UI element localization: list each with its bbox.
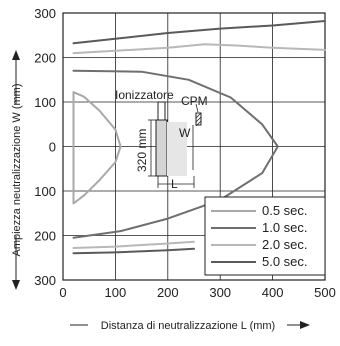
y-tick-label: 100 — [34, 95, 56, 110]
cpm-hatch-1 — [195, 112, 202, 119]
x-tick-label: 400 — [262, 285, 284, 300]
ionizer-bar — [155, 119, 168, 177]
height-label: 320 mm — [135, 129, 149, 172]
series-layer — [72, 20, 326, 255]
y-tick-label: 100 — [34, 184, 56, 199]
y-tick-label: 300 — [34, 273, 56, 288]
x-tick-label: 100 — [105, 285, 127, 300]
x-axis-title: Distanza di neutralizzazione L (mm) — [101, 320, 275, 332]
series-line-5 — [72, 247, 195, 255]
y-tick-label: 0 — [49, 140, 56, 155]
discharge-area — [167, 122, 187, 176]
x-tick-label: 500 — [314, 285, 336, 300]
y-tick-label: 200 — [34, 229, 56, 244]
x-tick-label: 300 — [209, 285, 231, 300]
w-label: W — [179, 126, 191, 140]
ionizer-label: Ionizzatore — [115, 88, 174, 102]
series-line-3 — [72, 240, 195, 249]
legend-label-3: 5.0 sec. — [262, 254, 308, 269]
x-tick-label: 0 — [59, 285, 66, 300]
ionizer-body — [157, 101, 166, 121]
series-line-1 — [72, 69, 279, 239]
x-axis-title-group: Distanza di neutralizzazione L (mm) — [70, 320, 310, 332]
tick-layer: 0 100 200 300 400 500 300 200 100 0 100 200 300 — [34, 6, 336, 300]
series-line-0 — [72, 91, 122, 205]
series-line-2 — [72, 43, 326, 55]
cpm-hatch-2 — [195, 116, 202, 123]
y-arrow-top-head — [12, 50, 20, 60]
cpm-leader — [195, 103, 199, 113]
x-tick-label: 200 — [157, 285, 179, 300]
series-line-4 — [72, 20, 326, 45]
legend: 0.5 sec. 1.0 sec. 2.0 sec. 5.0 sec. — [204, 196, 326, 276]
x-arrow-right-head — [300, 321, 310, 329]
l-label: L — [171, 177, 178, 191]
y-axis-title: Ampiezza neutralizzazione W (mm) — [11, 84, 23, 257]
cpm-label: CPM — [181, 94, 208, 108]
y-tick-label: 200 — [34, 51, 56, 66]
y-arrow-bottom-head — [12, 280, 20, 290]
schematic: Ionizzatore CPM W L 320 mm — [115, 88, 208, 191]
legend-label-0: 0.5 sec. — [262, 203, 308, 218]
legend-label-2: 2.0 sec. — [262, 237, 308, 252]
cpm-hatch-3 — [195, 120, 202, 127]
y-axis-title-group: Ampiezza neutralizzazione W (mm) — [11, 50, 23, 290]
y-tick-label: 300 — [34, 6, 56, 21]
legend-label-1: 1.0 sec. — [262, 220, 308, 235]
